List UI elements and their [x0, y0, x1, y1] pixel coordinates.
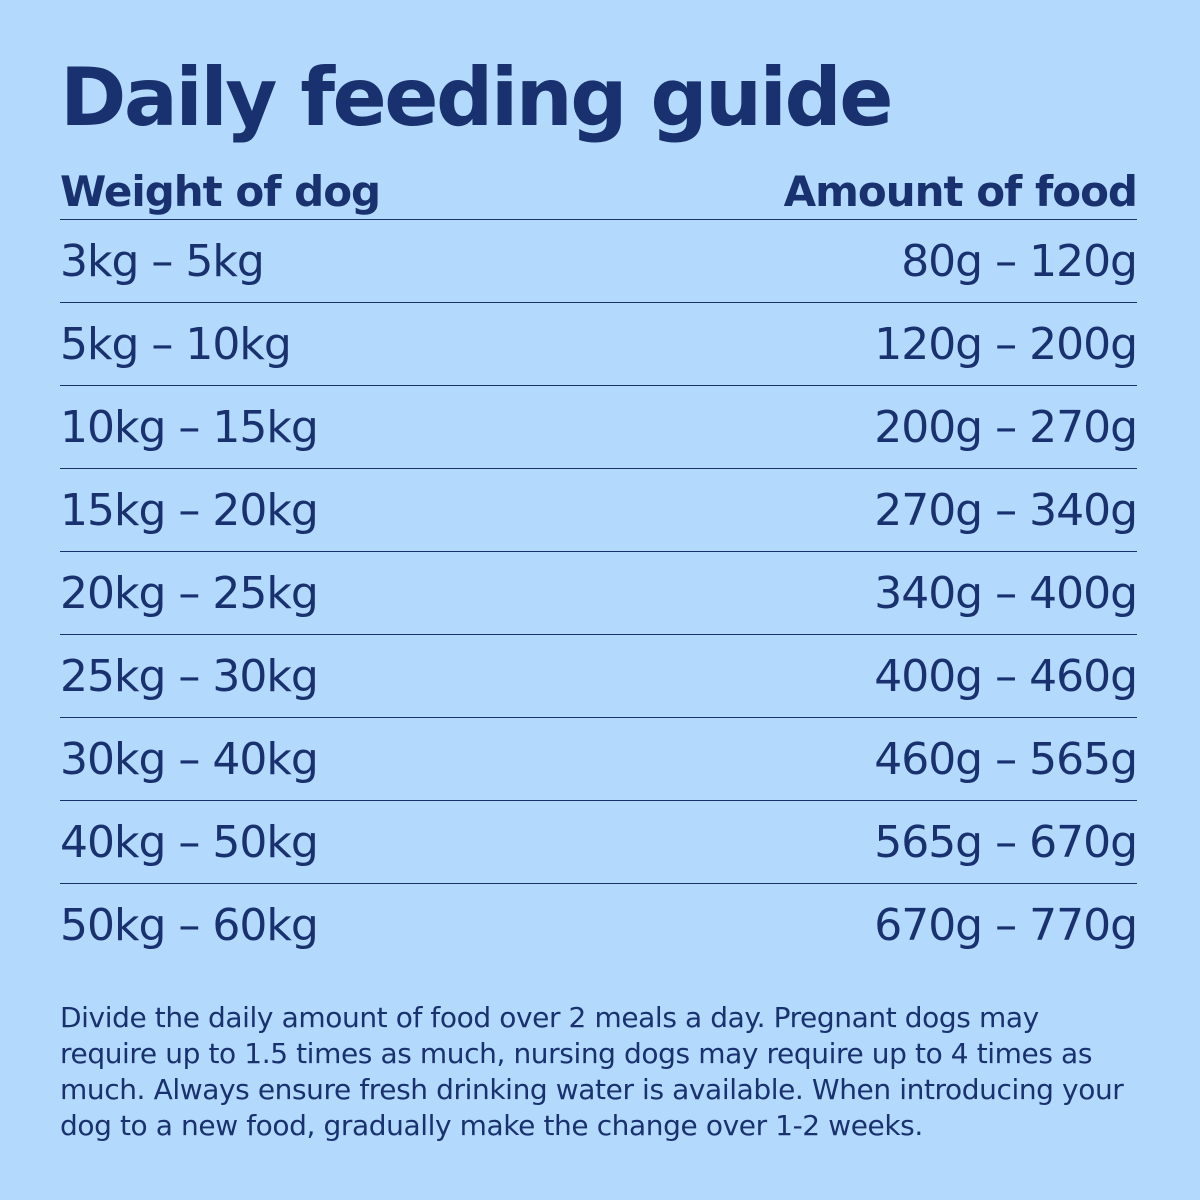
- amount-cell: 400g – 460g: [874, 650, 1138, 702]
- amount-cell: 80g – 120g: [901, 235, 1138, 287]
- amount-cell: 340g – 400g: [874, 567, 1138, 619]
- amount-cell: 120g – 200g: [874, 318, 1138, 370]
- weight-cell: 40kg – 50kg: [60, 816, 319, 868]
- table-row: 5kg – 10kg 120g – 200g: [60, 303, 1138, 386]
- amount-cell: 670g – 770g: [874, 900, 1138, 951]
- feeding-table: 3kg – 5kg 80g – 120g 5kg – 10kg 120g – 2…: [60, 220, 1138, 967]
- table-row: 40kg – 50kg 565g – 670g: [60, 801, 1138, 884]
- feeding-guide: Daily feeding guide Weight of dog Amount…: [60, 0, 1138, 1200]
- weight-cell: 10kg – 15kg: [60, 401, 319, 453]
- weight-cell: 3kg – 5kg: [60, 235, 265, 287]
- table-row: 50kg – 60kg 670g – 770g: [60, 884, 1138, 967]
- weight-column-header: Weight of dog: [60, 167, 381, 216]
- weight-cell: 25kg – 30kg: [60, 650, 319, 702]
- table-row: 15kg – 20kg 270g – 340g: [60, 469, 1138, 552]
- feeding-note: Divide the daily amount of food over 2 m…: [60, 1001, 1124, 1142]
- amount-cell: 270g – 340g: [874, 484, 1138, 536]
- table-row: 25kg – 30kg 400g – 460g: [60, 635, 1138, 718]
- amount-cell: 200g – 270g: [874, 401, 1138, 453]
- table-header: Weight of dog Amount of food: [60, 164, 1138, 220]
- table-row: 20kg – 25kg 340g – 400g: [60, 552, 1138, 635]
- page-title: Daily feeding guide: [60, 51, 893, 144]
- amount-cell: 565g – 670g: [874, 816, 1138, 868]
- weight-cell: 5kg – 10kg: [60, 318, 292, 370]
- amount-column-header: Amount of food: [783, 167, 1138, 216]
- amount-cell: 460g – 565g: [874, 733, 1138, 785]
- weight-cell: 20kg – 25kg: [60, 567, 319, 619]
- table-row: 3kg – 5kg 80g – 120g: [60, 220, 1138, 303]
- table-row: 10kg – 15kg 200g – 270g: [60, 386, 1138, 469]
- weight-cell: 15kg – 20kg: [60, 484, 319, 536]
- table-row: 30kg – 40kg 460g – 565g: [60, 718, 1138, 801]
- weight-cell: 50kg – 60kg: [60, 900, 319, 951]
- weight-cell: 30kg – 40kg: [60, 733, 319, 785]
